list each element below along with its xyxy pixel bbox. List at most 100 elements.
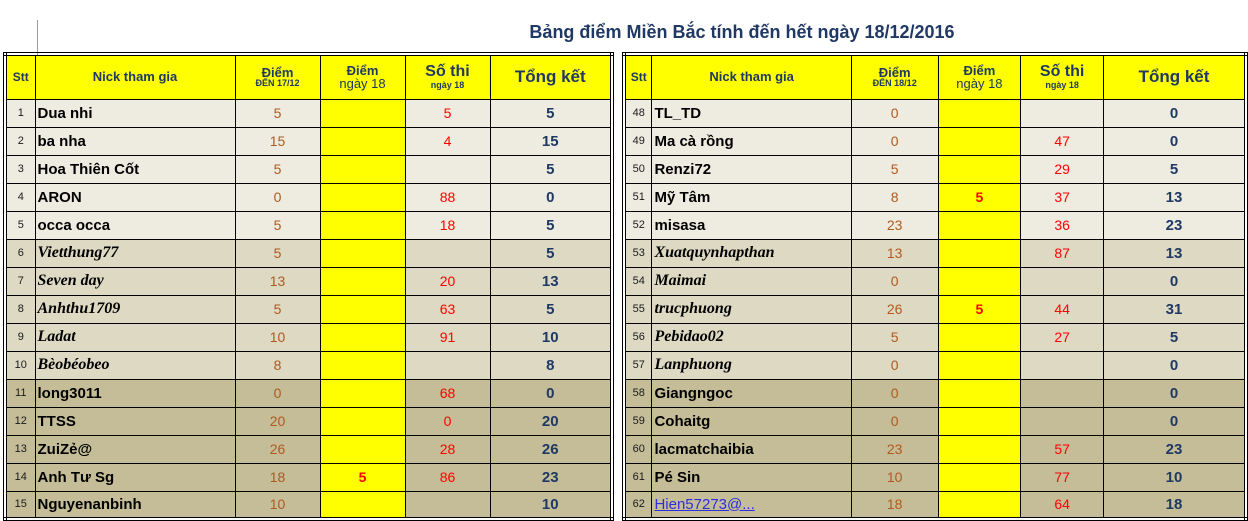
nick-cell[interactable]: Pé Sin: [651, 462, 852, 492]
diem-den-cell[interactable]: 5: [234, 294, 321, 324]
nick-cell[interactable]: Vietthung77: [34, 238, 236, 268]
diem-ngay18-cell[interactable]: 5: [937, 182, 1022, 212]
nick-cell[interactable]: Anhthu1709: [34, 294, 236, 324]
so-thi-cell[interactable]: 47: [1020, 126, 1104, 156]
tong-ket-cell[interactable]: 5: [489, 154, 613, 184]
diem-den-cell[interactable]: 0: [850, 98, 939, 128]
diem-den-cell[interactable]: 8: [850, 182, 939, 212]
tong-ket-cell[interactable]: 0: [1102, 98, 1247, 128]
diem-ngay18-cell[interactable]: [319, 126, 406, 156]
diem-den-cell[interactable]: 23: [850, 434, 939, 464]
so-thi-cell[interactable]: 36: [1020, 210, 1104, 240]
diem-den-cell[interactable]: 5: [234, 98, 321, 128]
stt-cell[interactable]: 59: [623, 406, 653, 436]
tong-ket-cell[interactable]: 0: [489, 182, 613, 212]
tong-ket-cell[interactable]: 13: [489, 266, 613, 296]
so-thi-cell[interactable]: [1020, 350, 1104, 380]
nick-cell[interactable]: TTSS: [34, 406, 236, 436]
diem-den-cell[interactable]: 0: [850, 378, 939, 408]
diem-ngay18-cell[interactable]: [319, 238, 406, 268]
diem-den-cell[interactable]: 5: [234, 154, 321, 184]
so-thi-cell[interactable]: 63: [404, 294, 491, 324]
nick-cell[interactable]: Mỹ Tâm: [651, 182, 852, 212]
tong-ket-cell[interactable]: 0: [1102, 266, 1247, 296]
tong-ket-cell[interactable]: 23: [1102, 210, 1247, 240]
so-thi-cell[interactable]: 44: [1020, 294, 1104, 324]
header-nick-tham-gia[interactable]: Nick tham gia: [651, 53, 852, 100]
nick-link[interactable]: Hien57273@...: [654, 495, 755, 513]
diem-den-cell[interactable]: 5: [850, 322, 939, 352]
header-stt[interactable]: Stt: [4, 53, 36, 100]
diem-den-cell[interactable]: 5: [234, 210, 321, 240]
tong-ket-cell[interactable]: 0: [1102, 126, 1247, 156]
diem-ngay18-cell[interactable]: [319, 294, 406, 324]
diem-ngay18-cell[interactable]: [937, 238, 1022, 268]
tong-ket-cell[interactable]: 10: [1102, 462, 1247, 492]
header-stt[interactable]: Stt: [623, 53, 653, 100]
stt-cell[interactable]: 56: [623, 322, 653, 352]
stt-cell[interactable]: 15: [4, 490, 36, 520]
stt-cell[interactable]: 57: [623, 350, 653, 380]
tong-ket-cell[interactable]: 31: [1102, 294, 1247, 324]
stt-cell[interactable]: 4: [4, 182, 36, 212]
stt-cell[interactable]: 58: [623, 378, 653, 408]
nick-cell[interactable]: occa occa: [34, 210, 236, 240]
diem-ngay18-cell[interactable]: [937, 322, 1022, 352]
tong-ket-cell[interactable]: 15: [489, 126, 613, 156]
diem-den-cell[interactable]: 10: [234, 490, 321, 520]
nick-cell[interactable]: Lanphuong: [651, 350, 852, 380]
stt-cell[interactable]: 10: [4, 350, 36, 380]
diem-ngay18-cell[interactable]: [937, 210, 1022, 240]
nick-cell[interactable]: ARON: [34, 182, 236, 212]
nick-cell[interactable]: long3011: [34, 378, 236, 408]
diem-ngay18-cell[interactable]: [937, 434, 1022, 464]
diem-den-cell[interactable]: 5: [234, 238, 321, 268]
diem-ngay18-cell[interactable]: [319, 378, 406, 408]
nick-cell[interactable]: misasa: [651, 210, 852, 240]
stt-cell[interactable]: 54: [623, 266, 653, 296]
so-thi-cell[interactable]: [1020, 406, 1104, 436]
stt-cell[interactable]: 13: [4, 434, 36, 464]
nick-cell[interactable]: Hoa Thiên Cốt: [34, 154, 236, 184]
so-thi-cell[interactable]: 57: [1020, 434, 1104, 464]
tong-ket-cell[interactable]: 0: [1102, 406, 1247, 436]
nick-cell[interactable]: Renzi72: [651, 154, 852, 184]
nick-cell[interactable]: trucphuong: [651, 294, 852, 324]
stt-cell[interactable]: 53: [623, 238, 653, 268]
so-thi-cell[interactable]: 68: [404, 378, 491, 408]
header-diem-ngay18[interactable]: Điểm ngày 18: [937, 53, 1022, 100]
tong-ket-cell[interactable]: 5: [489, 98, 613, 128]
tong-ket-cell[interactable]: 18: [1102, 490, 1247, 520]
diem-ngay18-cell[interactable]: [319, 154, 406, 184]
diem-den-cell[interactable]: 20: [234, 406, 321, 436]
nick-cell[interactable]: Anh Tư Sg: [34, 462, 236, 492]
nick-cell[interactable]: Ma cà rồng: [651, 126, 852, 156]
header-so-thi[interactable]: Số thi ngày 18: [1020, 53, 1104, 100]
stt-cell[interactable]: 14: [4, 462, 36, 492]
diem-den-cell[interactable]: 0: [234, 182, 321, 212]
diem-ngay18-cell[interactable]: 5: [319, 462, 406, 492]
diem-den-cell[interactable]: 5: [850, 154, 939, 184]
nick-cell[interactable]: Xuatquynhapthan: [651, 238, 852, 268]
stt-cell[interactable]: 1: [4, 98, 36, 128]
tong-ket-cell[interactable]: 13: [1102, 182, 1247, 212]
tong-ket-cell[interactable]: 10: [489, 490, 613, 520]
diem-den-cell[interactable]: 26: [850, 294, 939, 324]
stt-cell[interactable]: 12: [4, 406, 36, 436]
header-nick-tham-gia[interactable]: Nick tham gia: [34, 53, 236, 100]
stt-cell[interactable]: 9: [4, 322, 36, 352]
diem-den-cell[interactable]: 0: [234, 378, 321, 408]
diem-den-cell[interactable]: 13: [234, 266, 321, 296]
diem-den-cell[interactable]: 0: [850, 406, 939, 436]
diem-ngay18-cell[interactable]: [319, 266, 406, 296]
diem-ngay18-cell[interactable]: [319, 322, 406, 352]
nick-cell[interactable]: Dua nhi: [34, 98, 236, 128]
diem-den-cell[interactable]: 18: [234, 462, 321, 492]
nick-cell[interactable]: Pebidao02: [651, 322, 852, 352]
stt-cell[interactable]: 3: [4, 154, 36, 184]
diem-ngay18-cell[interactable]: [937, 406, 1022, 436]
so-thi-cell[interactable]: [404, 490, 491, 520]
tong-ket-cell[interactable]: 20: [489, 406, 613, 436]
tong-ket-cell[interactable]: 5: [489, 210, 613, 240]
stt-cell[interactable]: 60: [623, 434, 653, 464]
